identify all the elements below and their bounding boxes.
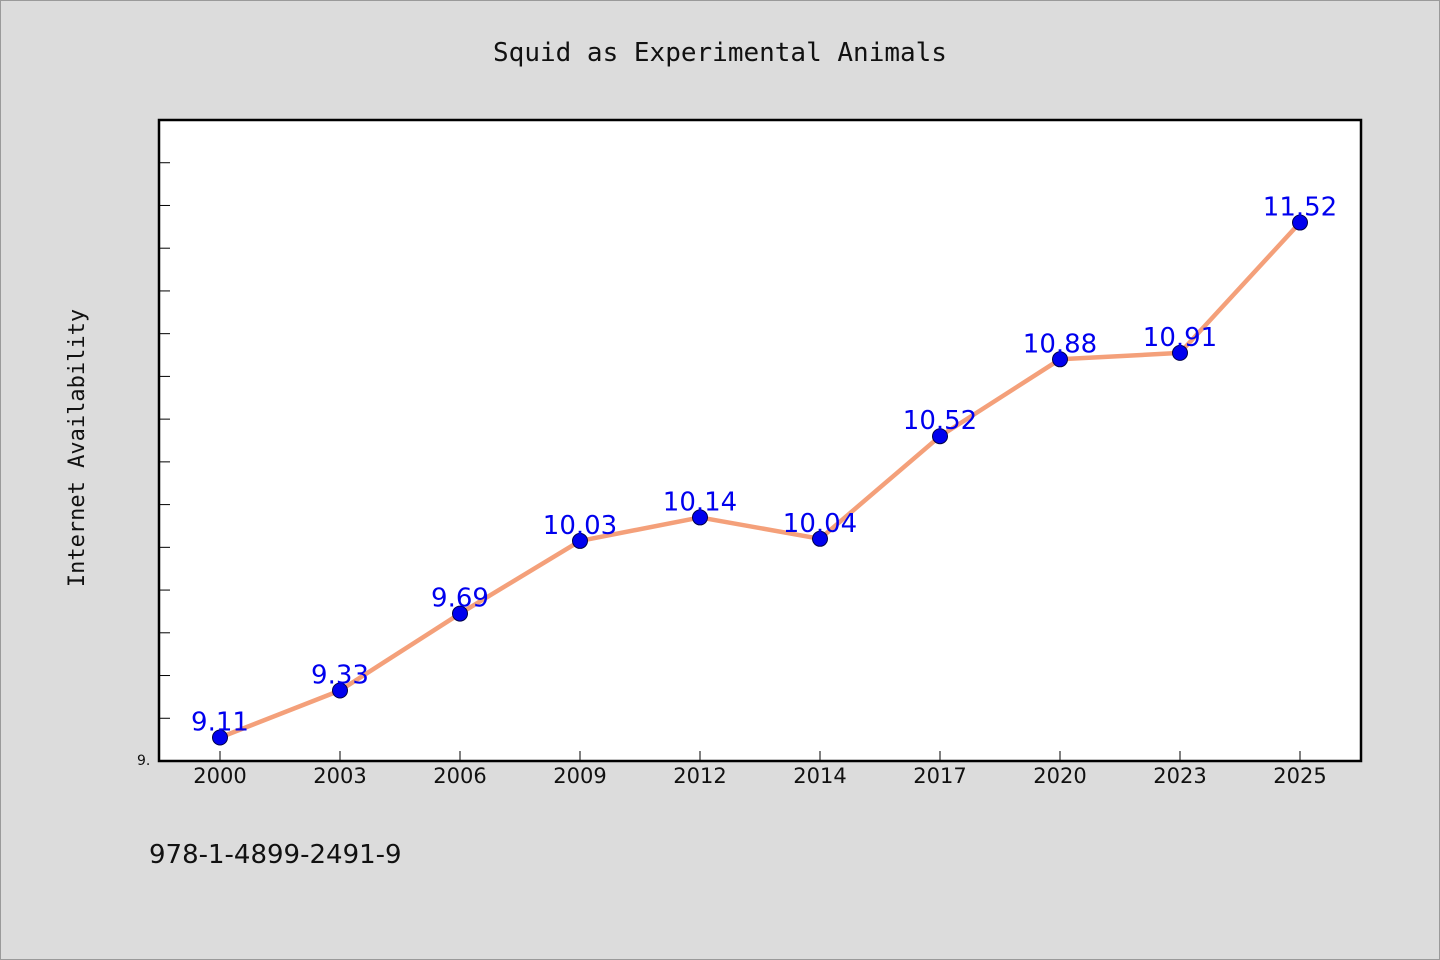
x-tick-label: 2014 <box>793 764 846 788</box>
plot-area <box>157 118 1363 763</box>
x-tick-label: 2009 <box>553 764 606 788</box>
data-point <box>572 532 588 549</box>
data-labels-layer: 9.11 9.33 9.69 10.03 10.14 10.04 10.52 10.88 10.… <box>191 193 1337 738</box>
data-point <box>332 682 348 699</box>
series-line <box>217 220 1303 740</box>
data-label: 10.03 <box>543 511 617 541</box>
y-axis-ticks <box>159 162 170 719</box>
x-tick-label: 2017 <box>913 764 966 788</box>
data-label: 10.52 <box>903 406 977 436</box>
data-point <box>1052 351 1068 368</box>
x-tick-label: 2000 <box>193 764 246 788</box>
chart-title: Squid as Experimental Animals <box>493 38 947 68</box>
data-point <box>932 428 948 445</box>
data-point <box>692 509 708 526</box>
markers-layer <box>212 214 1308 746</box>
data-point <box>1292 214 1308 231</box>
y-tick-label: 9. <box>137 753 150 769</box>
data-label: 10.14 <box>663 487 737 517</box>
data-point <box>812 530 828 547</box>
data-label: 11.52 <box>1263 193 1337 223</box>
x-tick-label: 2003 <box>313 764 366 788</box>
x-tick-label: 2025 <box>1273 764 1326 788</box>
series-layer <box>217 220 1303 740</box>
x-axis-ticks: 2000 2003 2006 2009 2012 2014 2017 2020 2023 2025 <box>193 751 1327 788</box>
data-label: 10.91 <box>1143 323 1217 353</box>
y-axis-label: Internet Availability <box>65 309 90 587</box>
data-label: 9.11 <box>191 707 249 737</box>
isbn-text: 978-1-4899-2491-9 <box>149 840 402 870</box>
x-tick-label: 2006 <box>433 764 486 788</box>
x-tick-label: 2012 <box>673 764 726 788</box>
data-point <box>212 729 228 746</box>
data-label: 10.04 <box>783 509 857 539</box>
data-point <box>452 605 468 622</box>
x-tick-label: 2020 <box>1033 764 1086 788</box>
x-tick-label: 2023 <box>1153 764 1206 788</box>
data-label: 9.69 <box>431 584 489 614</box>
data-point <box>1172 344 1188 361</box>
data-label: 10.88 <box>1023 329 1097 359</box>
data-label: 9.33 <box>311 660 369 690</box>
